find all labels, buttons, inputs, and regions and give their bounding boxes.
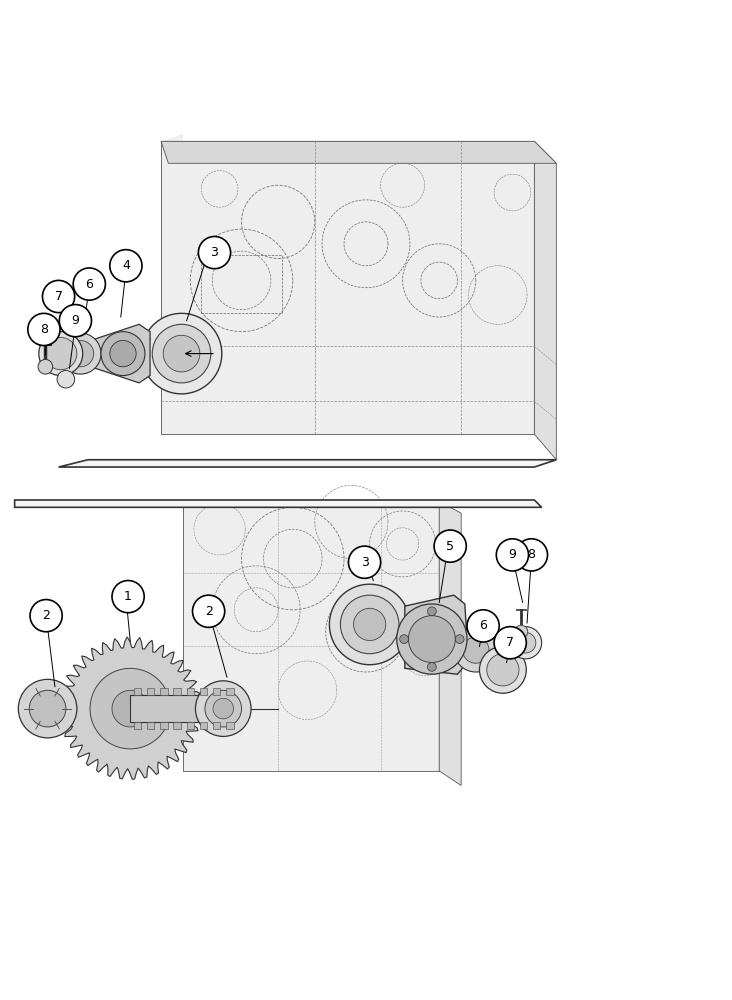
Circle shape (42, 280, 75, 313)
Circle shape (112, 581, 144, 613)
Circle shape (213, 698, 234, 719)
Circle shape (494, 627, 526, 659)
Circle shape (38, 359, 53, 374)
Circle shape (455, 635, 464, 643)
Text: 3: 3 (361, 556, 368, 569)
Circle shape (515, 539, 548, 571)
Bar (213, 688, 220, 695)
Bar (226, 722, 234, 729)
Bar (200, 688, 207, 695)
Circle shape (496, 539, 529, 571)
Polygon shape (161, 141, 556, 163)
Circle shape (110, 340, 136, 367)
Circle shape (18, 679, 77, 738)
Bar (173, 688, 181, 695)
Text: 7: 7 (55, 290, 62, 303)
Text: 6: 6 (479, 619, 487, 632)
Circle shape (515, 632, 536, 653)
Circle shape (59, 305, 92, 337)
Circle shape (163, 335, 200, 372)
Polygon shape (59, 637, 202, 779)
Text: 3: 3 (211, 246, 218, 259)
Polygon shape (405, 595, 468, 674)
Bar (187, 688, 194, 695)
Text: 4: 4 (122, 259, 130, 272)
Circle shape (340, 595, 399, 654)
Text: 5: 5 (447, 540, 454, 553)
Circle shape (479, 646, 526, 693)
Circle shape (101, 332, 145, 376)
Circle shape (354, 608, 386, 641)
Circle shape (152, 324, 211, 383)
Circle shape (454, 628, 498, 672)
Circle shape (28, 313, 60, 346)
Circle shape (60, 333, 101, 374)
Circle shape (400, 635, 408, 643)
Text: 6: 6 (86, 278, 93, 291)
Circle shape (348, 546, 381, 578)
Circle shape (467, 610, 499, 642)
Circle shape (515, 625, 528, 638)
Circle shape (427, 663, 436, 671)
Bar (200, 722, 207, 729)
Polygon shape (15, 500, 542, 507)
Text: 8: 8 (528, 548, 535, 561)
Circle shape (427, 607, 436, 616)
Bar (187, 722, 194, 729)
Circle shape (73, 268, 105, 300)
Polygon shape (161, 141, 534, 434)
Text: 2: 2 (205, 605, 212, 618)
Circle shape (30, 600, 62, 632)
Circle shape (487, 654, 519, 686)
Bar (173, 722, 181, 729)
Text: 8: 8 (40, 323, 48, 336)
Bar (160, 722, 168, 729)
Polygon shape (161, 134, 183, 434)
Circle shape (205, 690, 242, 727)
Bar (226, 688, 234, 695)
Circle shape (45, 337, 77, 370)
Polygon shape (95, 324, 150, 383)
Text: 2: 2 (42, 609, 50, 622)
Text: 1: 1 (124, 590, 132, 603)
Bar (147, 722, 154, 729)
Bar (134, 688, 141, 695)
Polygon shape (97, 332, 150, 374)
Bar (130, 695, 240, 722)
Bar (147, 688, 154, 695)
Circle shape (141, 313, 222, 394)
Text: 9: 9 (509, 548, 516, 561)
Circle shape (434, 530, 466, 562)
Circle shape (509, 627, 542, 659)
Polygon shape (59, 460, 556, 467)
Circle shape (39, 332, 83, 376)
Bar (160, 688, 168, 695)
Polygon shape (534, 141, 556, 460)
Bar (201, 255, 282, 313)
Circle shape (397, 604, 467, 674)
Circle shape (110, 250, 142, 282)
Polygon shape (183, 501, 439, 771)
Bar (213, 722, 220, 729)
Circle shape (67, 340, 94, 367)
Circle shape (193, 595, 225, 627)
Circle shape (408, 616, 455, 663)
Text: 7: 7 (507, 636, 514, 649)
Bar (134, 722, 141, 729)
Circle shape (463, 637, 489, 663)
Circle shape (198, 236, 231, 269)
Circle shape (90, 668, 171, 749)
Circle shape (57, 370, 75, 388)
Circle shape (112, 690, 149, 727)
Circle shape (329, 584, 410, 665)
Circle shape (195, 681, 251, 736)
Circle shape (29, 690, 66, 727)
Polygon shape (439, 501, 461, 785)
Text: 9: 9 (72, 314, 79, 327)
